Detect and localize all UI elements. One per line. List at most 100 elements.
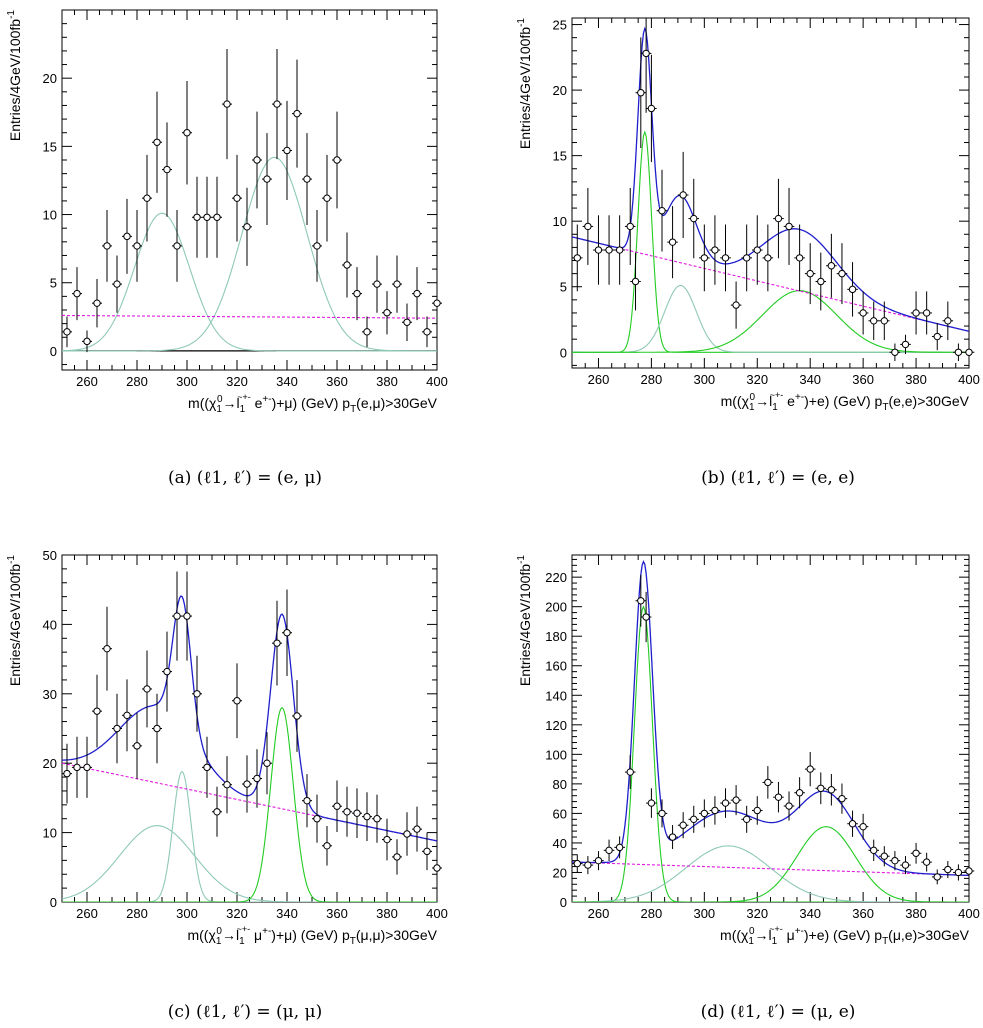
data-point (751, 215, 763, 285)
gaussian-fit-component (572, 826, 969, 902)
data-marker (859, 822, 867, 831)
data-marker (742, 815, 751, 824)
data-point (432, 852, 442, 884)
data-point (783, 791, 795, 821)
data-point (332, 780, 342, 833)
data-point (152, 91, 162, 193)
data-points (62, 49, 442, 353)
data-point (62, 743, 72, 804)
data-point (963, 343, 975, 362)
data-marker (785, 802, 793, 810)
data-marker (954, 348, 963, 356)
data-point (794, 777, 805, 809)
data-marker (806, 269, 814, 278)
y-tick-label: 180 (545, 629, 567, 644)
x-tick-label: 320 (226, 374, 248, 389)
data-marker (203, 213, 211, 221)
data-marker (383, 835, 391, 844)
data-point (232, 154, 242, 242)
data-point (212, 786, 222, 837)
y-axis: 0 5 10 15 20 25 (553, 18, 969, 366)
x-tick-label: 300 (693, 906, 715, 921)
y-tick-label: 5 (50, 276, 57, 291)
y-tick-label: 5 (560, 280, 567, 295)
gaussian-fit-component (62, 770, 437, 902)
data-point (302, 133, 312, 226)
data-point (836, 243, 848, 305)
data-point (751, 796, 763, 825)
data-point (593, 851, 604, 871)
data-marker (213, 213, 221, 221)
data-marker (827, 786, 836, 794)
data-point (322, 154, 332, 242)
data-point (252, 749, 262, 808)
y-tick-label: 15 (553, 149, 567, 164)
x-tick-label: 380 (376, 374, 398, 389)
data-point (640, 591, 652, 643)
data-marker (93, 299, 101, 307)
data-point (667, 206, 678, 279)
data-point (931, 869, 943, 885)
x-tick-label: 260 (588, 906, 610, 921)
data-point (172, 571, 182, 661)
data-marker (363, 812, 371, 821)
x-axis: 260 280 300 320 340 360 380 400 (61, 555, 448, 921)
data-point (122, 679, 132, 752)
data-marker (615, 843, 624, 852)
data-marker (859, 309, 867, 317)
panel-c: 260 280 300 320 340 360 380 400 0 10 20 30 40 50 Entri… (6, 548, 448, 1022)
data-point (432, 278, 442, 328)
data-point (292, 680, 302, 752)
data-point (242, 187, 252, 266)
x-tick-label: 260 (588, 372, 610, 387)
data-marker (153, 138, 161, 146)
data-point (804, 751, 816, 787)
y-tick-label: 200 (545, 600, 567, 615)
data-point (132, 210, 142, 282)
background-fit (62, 314, 437, 319)
x-tick-label: 340 (276, 906, 298, 921)
data-marker (573, 254, 581, 262)
data-marker (373, 280, 381, 288)
data-point (362, 316, 372, 348)
data-point (282, 589, 292, 676)
panel-a: 260 280 300 320 340 360 380 400 0 5 10 15 20 Entries/… (6, 9, 448, 488)
data-point (182, 571, 192, 661)
data-marker (303, 175, 311, 183)
data-marker (323, 842, 331, 850)
x-tick-label: 360 (852, 372, 874, 387)
data-marker (594, 856, 603, 865)
data-marker (143, 685, 151, 693)
data-marker (711, 246, 719, 254)
data-point (688, 805, 700, 833)
data-point (900, 334, 911, 355)
data-marker (313, 242, 321, 250)
data-marker (753, 806, 761, 815)
data-point (730, 281, 742, 329)
data-marker (626, 222, 634, 231)
data-point (762, 224, 774, 292)
y-axis-label-sup: -1 (6, 555, 17, 564)
data-point (162, 122, 172, 217)
data-point (92, 674, 102, 748)
data-marker (173, 612, 181, 620)
data-marker (795, 789, 804, 797)
gaussian-fit-component (62, 706, 437, 902)
data-marker (263, 175, 271, 183)
data-marker (333, 802, 341, 810)
data-marker (323, 194, 331, 202)
data-point (402, 812, 412, 856)
data-point (603, 839, 615, 862)
data-marker (313, 815, 321, 823)
data-marker (83, 763, 91, 772)
data-marker (133, 742, 141, 750)
y-axis-label-text: Entries/4GeV/100fb (7, 564, 23, 686)
y-tick-label: 20 (553, 865, 567, 880)
data-point (372, 255, 382, 313)
data-point (741, 224, 752, 292)
data-point (142, 650, 152, 728)
data-marker (133, 242, 141, 250)
data-point (773, 178, 784, 259)
x-tick-label: 280 (641, 906, 663, 921)
data-marker (113, 280, 121, 288)
